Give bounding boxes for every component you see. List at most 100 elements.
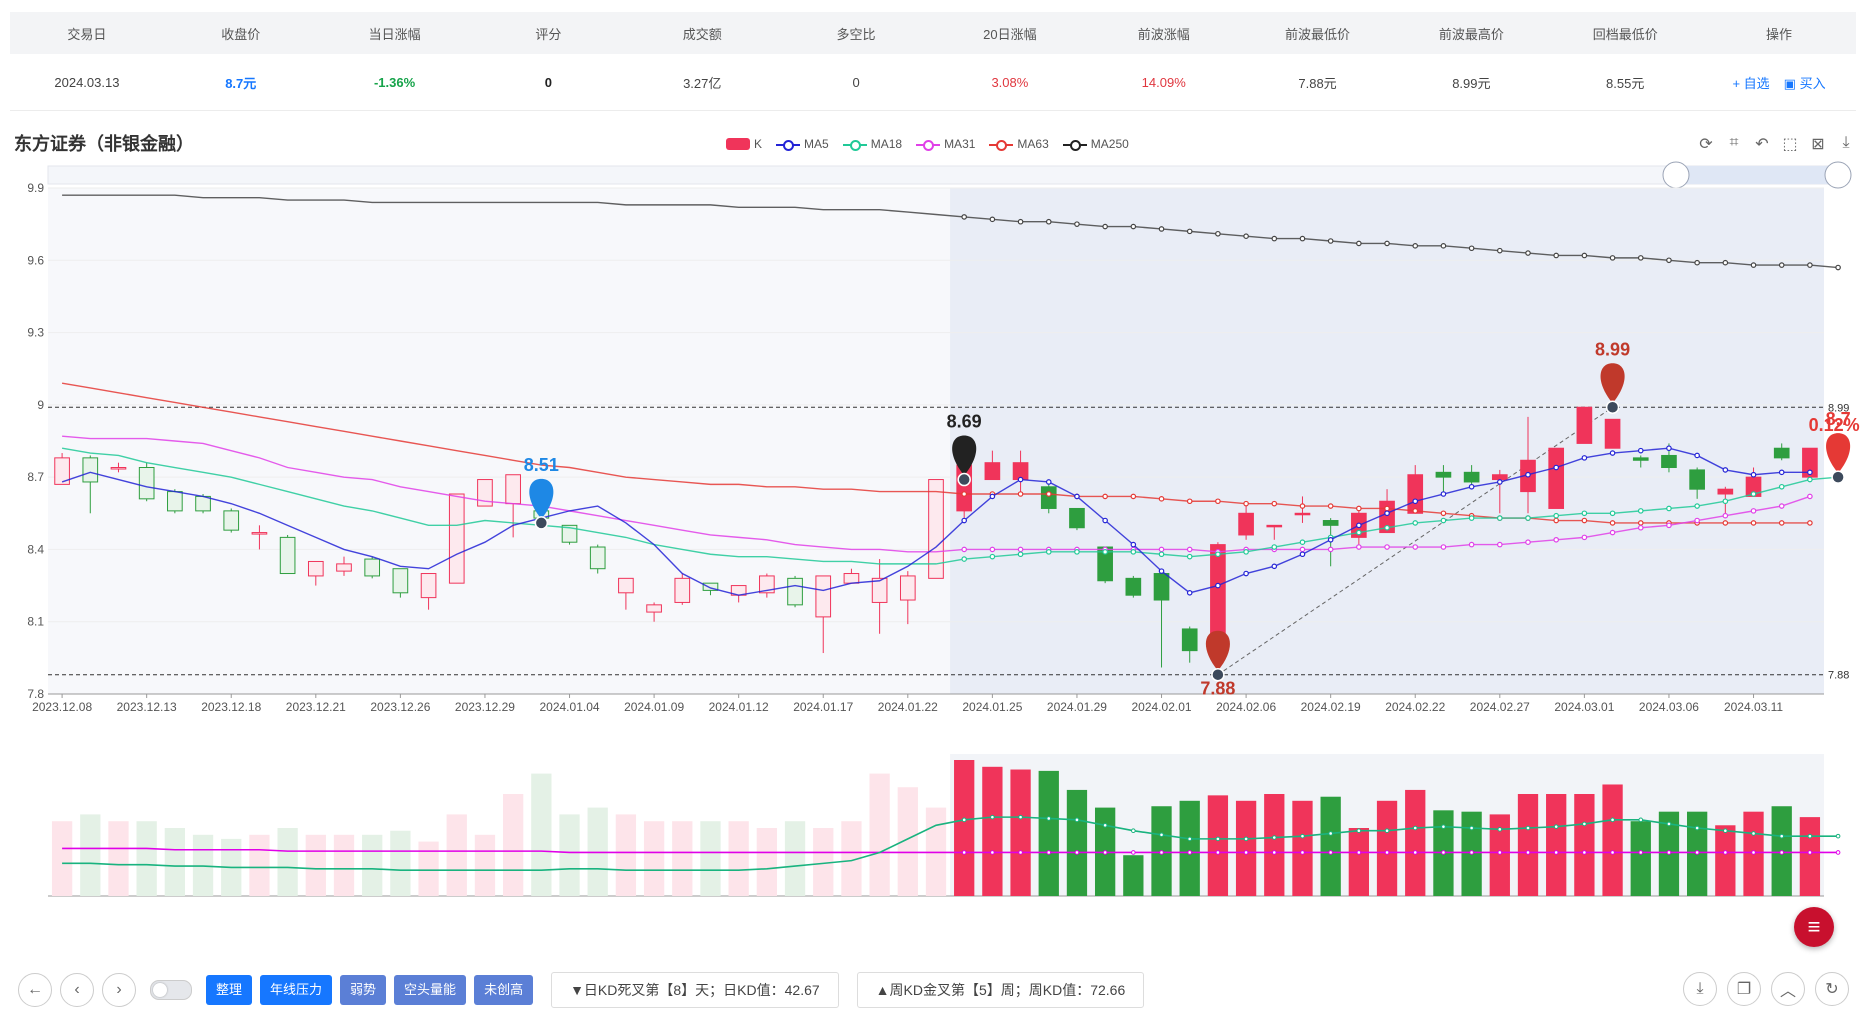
ma31-point	[1722, 512, 1729, 519]
ma250-point	[1074, 221, 1080, 227]
ma250-point	[1581, 252, 1588, 259]
legend-ma18-swatch	[842, 138, 867, 151]
pin-shape	[952, 435, 977, 476]
ma250-point	[1045, 218, 1052, 225]
tag-button-2[interactable]: 年线压力	[260, 975, 333, 1005]
volume-bar	[277, 828, 298, 896]
tag-button-4[interactable]: 空头量能	[394, 975, 467, 1005]
ma250-point	[1553, 252, 1559, 259]
tag-button-5[interactable]: 未创高	[474, 975, 534, 1005]
legend-ma250[interactable]: MA250	[1062, 137, 1129, 151]
buy-link[interactable]: ▣ 买入	[1783, 75, 1826, 91]
price-marker-label: 8.7	[1826, 409, 1851, 429]
tag-button-3[interactable]: 弱势	[340, 975, 387, 1005]
price-marker-label: 7.88	[1200, 679, 1235, 699]
ma63-point	[1722, 520, 1729, 526]
candlestick	[110, 462, 127, 473]
ma5-point	[1215, 582, 1221, 589]
ma250-point	[1440, 243, 1447, 249]
candlestick	[251, 525, 268, 550]
candlestick	[1689, 467, 1705, 499]
zoom-handle-right	[1824, 161, 1852, 189]
volume-bar	[1348, 828, 1370, 896]
volume-bar	[1630, 821, 1651, 896]
copy-icon[interactable]: ❐	[1727, 972, 1761, 1006]
volume-ma-long-point	[990, 850, 995, 855]
ma18-point	[1440, 517, 1447, 524]
ma31-point	[1553, 536, 1559, 543]
legend-ma5-label: MA5	[804, 137, 829, 151]
volume-bar	[784, 821, 806, 896]
ma18-point	[1243, 549, 1249, 555]
next-arrow-icon[interactable]: ›	[102, 973, 136, 1007]
candle-body	[702, 582, 719, 591]
candlestick	[1125, 575, 1142, 598]
legend-ma63[interactable]: MA63	[989, 137, 1049, 151]
legend-ma5[interactable]: MA5	[776, 137, 829, 151]
volume-ma5-point	[1723, 828, 1728, 834]
volume-ma-long-point	[1131, 850, 1136, 855]
volume-ma5-point	[1525, 825, 1531, 831]
refresh-icon[interactable]: ⟳	[1699, 136, 1713, 153]
volume-ma-long-point	[1638, 850, 1644, 855]
undo-zoom-icon[interactable]: ↶	[1755, 136, 1769, 153]
legend-ma31[interactable]: MA31	[916, 137, 975, 151]
volume-ma5-point	[1582, 821, 1587, 827]
volume-bar	[531, 773, 552, 896]
reload-icon[interactable]: ↻	[1815, 972, 1849, 1006]
fullscreen-icon[interactable]: ⊠	[1811, 136, 1825, 153]
legend-k[interactable]: K	[726, 137, 762, 151]
candle-body	[674, 577, 691, 603]
ma250-point	[1525, 250, 1531, 256]
download-icon[interactable]: ⤓	[1683, 972, 1717, 1006]
volume-ma-long-point	[1582, 850, 1587, 855]
ma31-point	[1525, 539, 1531, 546]
ma5-point	[1722, 467, 1729, 473]
ma18-point	[1497, 515, 1503, 521]
volume-ma-long-point	[1751, 850, 1756, 855]
scroll-top-icon[interactable]: ︿	[1771, 972, 1805, 1006]
candlestick	[618, 577, 634, 610]
mode-toggle[interactable]	[150, 980, 192, 1000]
volume-bar	[333, 834, 355, 896]
candle-body	[1435, 471, 1452, 478]
ma18-point	[1722, 498, 1729, 505]
volume-ma-long-point	[1807, 850, 1813, 855]
volume-bar	[502, 794, 524, 896]
menu-icon[interactable]: ≡	[1794, 907, 1834, 947]
volume-ma5-point	[1384, 828, 1390, 834]
legend-ma31-swatch	[916, 138, 941, 151]
ma5-point	[1525, 471, 1531, 478]
header-change: 当日涨幅	[368, 26, 421, 42]
pin-shape	[1205, 630, 1230, 671]
download-icon[interactable]: ⤓	[1842, 134, 1850, 151]
candle-body	[984, 462, 1001, 481]
tag-button-1[interactable]: 整理	[206, 975, 253, 1005]
value-pullback: 8.55元	[1606, 75, 1645, 91]
volume-bar	[1405, 789, 1426, 896]
volume-bar	[700, 821, 721, 896]
candlestick	[505, 474, 521, 538]
legend-ma18[interactable]: MA18	[842, 137, 902, 151]
x-tick-label: 2024.02.27	[1470, 700, 1530, 714]
ma5-point	[1412, 498, 1419, 505]
volume-bar	[672, 821, 693, 896]
first-arrow-icon[interactable]: ←	[18, 973, 52, 1007]
candle-body	[1266, 524, 1283, 528]
ma5-line	[61, 447, 1810, 596]
ma63-point	[1750, 520, 1757, 526]
candlestick	[82, 455, 99, 514]
ma18-point	[1356, 529, 1362, 536]
ma250-point	[1102, 223, 1108, 230]
volume-ma-long-point	[1074, 850, 1080, 855]
restore-icon[interactable]: ⬚	[1782, 136, 1798, 153]
candlestick	[1407, 465, 1424, 514]
add-watchlist-link[interactable]: + 自选	[1732, 75, 1770, 91]
volume-bar	[418, 841, 439, 896]
ma250-point	[1778, 262, 1785, 268]
crop-icon[interactable]: ⌗	[1729, 134, 1739, 151]
volume-ma5-point	[1497, 827, 1503, 832]
ma63-point	[1553, 517, 1559, 524]
prev-arrow-icon[interactable]: ‹	[60, 973, 94, 1007]
